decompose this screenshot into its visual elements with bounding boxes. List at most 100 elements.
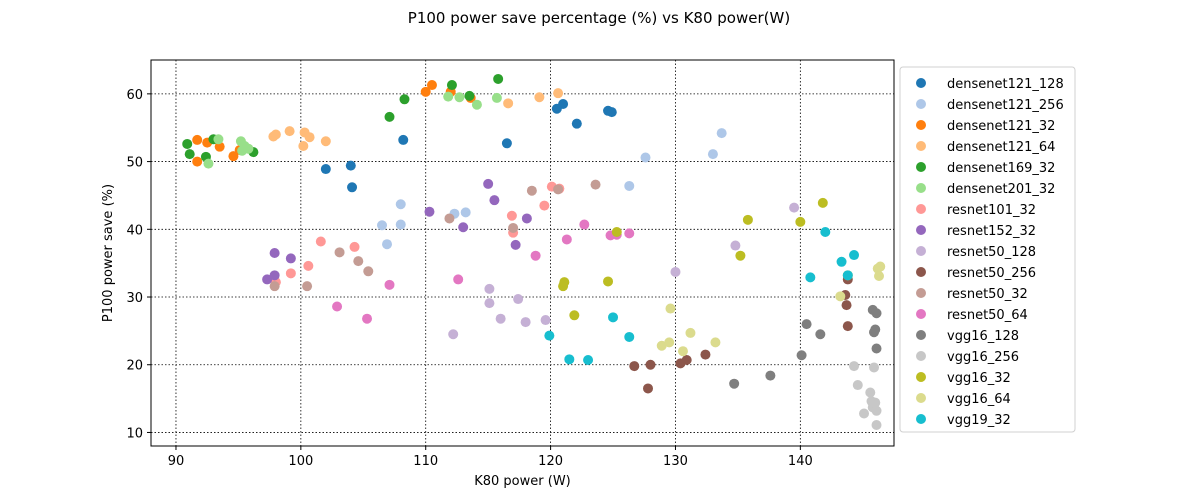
data-point-vgg16_128 [871, 343, 882, 354]
data-point-resnet50_128 [495, 313, 506, 324]
y-axis-label: P100 power save (%) [101, 184, 116, 322]
data-point-densenet121_256 [716, 128, 727, 139]
data-point-vgg16_64 [835, 291, 846, 302]
data-point-resnet152_32 [458, 222, 469, 233]
data-point-resnet50_64 [332, 301, 343, 312]
legend-label: densenet121_256 [947, 98, 1064, 113]
legend-label: resnet152_32 [947, 224, 1036, 239]
data-point-resnet50_256 [645, 359, 656, 370]
data-point-vgg16_32 [569, 310, 580, 321]
data-point-vgg19_32 [836, 256, 847, 267]
data-point-vgg19_32 [544, 330, 555, 341]
plot-area-frame [150, 59, 895, 447]
data-point-densenet121_128 [398, 134, 409, 145]
data-point-densenet121_128 [347, 182, 358, 193]
data-point-resnet50_128 [513, 294, 524, 305]
data-point-densenet121_32 [192, 156, 203, 167]
y-tick-label: 60 [126, 88, 143, 103]
data-point-vgg16_256 [865, 387, 876, 398]
legend-label: vgg16_128 [947, 329, 1019, 344]
data-point-densenet121_64 [320, 136, 331, 147]
data-point-densenet169_32 [399, 94, 410, 105]
legend-label: resnet50_128 [947, 245, 1036, 260]
data-point-vgg19_32 [842, 270, 853, 281]
data-point-resnet50_32 [553, 184, 564, 195]
data-point-vgg19_32 [564, 354, 575, 365]
data-point-resnet101_32 [285, 268, 296, 279]
legend-label: densenet169_32 [947, 161, 1055, 176]
data-point-vgg16_128 [801, 319, 812, 330]
legend-label: resnet50_256 [947, 266, 1036, 281]
data-point-resnet50_64 [561, 234, 572, 245]
legend-label: densenet121_128 [947, 77, 1064, 92]
data-point-resnet50_128 [484, 283, 495, 294]
data-point-densenet121_128 [345, 160, 356, 171]
data-point-densenet169_32 [184, 149, 195, 160]
data-point-densenet121_64 [503, 98, 514, 109]
data-point-densenet121_32 [192, 134, 203, 145]
data-point-resnet101_32 [315, 236, 326, 247]
data-point-densenet121_32 [214, 141, 225, 152]
data-point-resnet152_32 [424, 206, 435, 217]
data-point-vgg16_64 [710, 337, 721, 348]
legend-label: vgg16_256 [947, 350, 1019, 365]
data-point-vgg16_64 [665, 303, 676, 314]
data-point-densenet121_64 [553, 88, 564, 99]
legend-label: resnet50_32 [947, 287, 1028, 302]
data-point-resnet50_64 [624, 228, 635, 239]
data-point-densenet121_64 [270, 129, 281, 140]
data-point-vgg16_128 [765, 370, 776, 381]
legend-label: resnet101_32 [947, 203, 1036, 218]
data-point-vgg16_32 [611, 227, 622, 238]
data-point-resnet101_32 [349, 241, 360, 252]
data-point-resnet101_32 [539, 200, 550, 211]
data-point-resnet50_256 [842, 321, 853, 332]
data-point-vgg16_128 [729, 378, 740, 389]
data-point-vgg16_32 [795, 216, 806, 227]
data-point-resnet50_256 [681, 354, 692, 365]
data-point-resnet152_32 [269, 248, 280, 258]
data-point-vgg16_128 [870, 324, 881, 335]
data-point-resnet50_64 [362, 313, 373, 324]
data-point-densenet121_128 [501, 138, 512, 149]
axis-ticks: 90 100 110 120 130 140 10 20 30 40 50 60 [126, 88, 812, 469]
data-point-vgg16_128 [815, 329, 826, 340]
data-point-resnet50_32 [302, 281, 313, 292]
data-point-resnet152_32 [483, 178, 494, 189]
data-point-resnet50_64 [384, 279, 395, 290]
data-point-densenet121_64 [534, 92, 545, 103]
data-point-resnet50_32 [508, 222, 519, 233]
data-point-resnet152_32 [521, 213, 532, 224]
legend-marker [916, 183, 926, 193]
data-point-densenet169_32 [493, 73, 504, 84]
legend-label: resnet50_64 [947, 308, 1028, 323]
data-point-vgg16_64 [664, 337, 675, 348]
data-point-resnet50_256 [700, 349, 711, 360]
data-point-densenet121_256 [395, 199, 406, 210]
data-points [182, 73, 886, 431]
data-point-resnet50_128 [540, 315, 551, 326]
data-point-resnet50_128 [730, 240, 741, 251]
data-point-vgg19_32 [624, 331, 635, 342]
data-point-resnet50_128 [789, 202, 800, 213]
data-point-densenet201_32 [471, 99, 482, 110]
data-point-vgg16_256 [869, 362, 880, 373]
y-tick-label: 20 [126, 359, 143, 374]
data-point-vgg19_32 [583, 354, 594, 365]
data-point-resnet50_64 [453, 274, 464, 285]
data-point-densenet121_64 [298, 141, 309, 152]
data-point-resnet152_32 [262, 274, 273, 285]
x-tick-label: 100 [288, 454, 313, 469]
legend: densenet121_128 densenet121_256 densenet12… [899, 66, 1076, 433]
data-point-resnet152_32 [510, 239, 521, 250]
data-point-resnet50_128 [484, 298, 495, 309]
data-point-vgg16_256 [870, 397, 881, 408]
data-point-resnet101_32 [303, 260, 314, 271]
data-point-vgg16_64 [685, 327, 696, 338]
data-point-densenet169_32 [384, 111, 395, 122]
data-point-densenet201_32 [491, 92, 502, 103]
data-point-resnet101_32 [506, 210, 517, 221]
data-point-densenet201_32 [443, 91, 454, 102]
data-point-resnet50_32 [363, 266, 374, 277]
